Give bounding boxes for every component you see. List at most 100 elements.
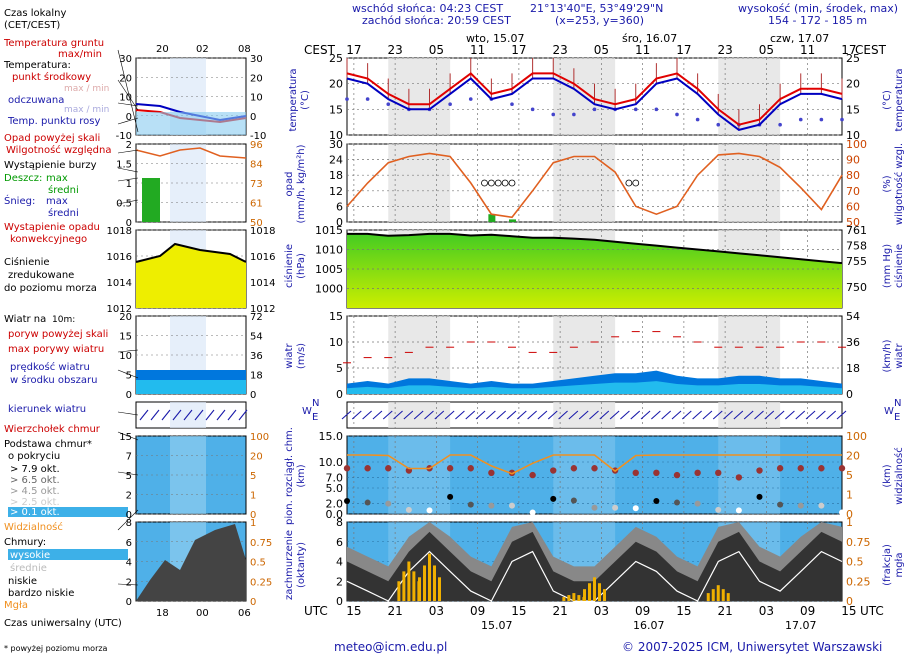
cloud-base-11 [570,497,577,504]
panel-4 [341,401,847,429]
ytick-right-0-10: 10 [846,129,860,142]
legend-punkt-rosy: Temp. punktu rosy [7,116,100,127]
wind-arrow-58.5 [743,410,754,420]
wind-arrow-36 [589,410,599,420]
cloud-top-5 [446,465,454,472]
cloud-base-9 [529,509,536,516]
legend-leader-7 [117,199,139,205]
mini-ytick-right-pressure-2: 1014 [250,278,275,289]
cloud-top-20 [756,467,763,474]
cloud-base-10 [550,495,557,502]
dewpoint-point-17 [695,117,700,122]
fog-bar-11-1 [567,595,571,601]
mini-ytick-right-temp-2: 10 [250,93,263,104]
pressure-axis-title-left: ciśnienie [283,244,295,288]
mini-ytick-left-pressure-3: 1012 [107,304,132,315]
ytick-right-3-36: 36 [846,336,860,349]
fog-bar-4-3 [433,565,436,601]
fog-bar-12-0 [583,589,586,601]
mini-ytick-right-precip-0: 96 [250,140,263,151]
wind-arrow-61.5 [764,410,775,420]
mini-wind-inner [136,380,246,394]
wind-arrow-64.5 [785,410,795,420]
dewpoint-point-15 [654,107,659,112]
utc-hour-11: 09 [800,604,815,618]
utc-hour-8: 15 [676,604,691,618]
legend-okt-25: > 2.5 okt. [10,497,60,508]
wind-arrow-6 [382,410,393,420]
wind-arrow-30 [547,410,558,420]
footer-email[interactable]: meteo@icm.edu.pl [334,640,447,654]
wind-arrow-28.5 [537,410,548,420]
legend-opad-konw-2: konwekcyjnego [10,234,87,245]
utc-hour-2: 03 [429,604,444,618]
legend-wierzcholek: Wierzchołek chmur [4,424,101,435]
pressure-axis-unit-left: (hPa) [296,253,307,279]
panel-5: 0.02.0 5.07.0 10.0 15.0 0 1 5 20 100 [319,430,868,521]
cloud-top-14 [632,469,639,477]
cest-hour-12: 17 [841,43,856,57]
legend-wysokie: wysokie [10,550,50,561]
wind-arrow-48 [671,410,682,420]
night-band-5-0 [388,436,451,514]
mini-ytick-right-wind-2: 36 [250,351,263,362]
dewpoint-point-14 [633,107,638,112]
fog-bar-4-2 [428,553,431,601]
wind-arrow-24 [506,410,517,420]
cloud-ytick-0: 0.0 [326,508,344,521]
fog-ytick-0.5: 0.5 [846,556,864,569]
mini-ytick-left-wind-4: 0 [126,390,132,401]
night-band-1-0 [388,144,451,222]
cover-ytick-4: 4 [336,556,343,569]
cloud-top-17 [694,469,701,477]
dewpoint-point-23 [819,117,824,122]
wind-arrow-12 [424,410,434,420]
ytick-left-0-25: 25 [329,52,343,65]
dewpoint-point-6 [468,97,473,101]
cest-label-right: CEST [855,43,887,57]
fog-bar-12-1 [588,583,591,601]
ytick-right-2-750: 750 [846,281,867,294]
wind-axis-unit-left: (m/s) [296,343,307,369]
precip-axis-title-left: opad [284,172,295,197]
mini-ytick-right-cover-2: 0.5 [250,558,266,569]
wind-arrow-60 [754,410,764,420]
panel-0: 10 15 20 25 10 15 20 25 [329,52,860,142]
ytick-left-1-18: 18 [329,169,343,182]
legend-bardzo-niskie: bardzo niskie [8,588,74,599]
legend-wilgotnosc: Wilgotność względna [6,144,111,156]
legend-cet-cest: (CET/CEST) [4,20,60,31]
utc-hour-6: 03 [594,604,609,618]
ytick-right-0-25: 25 [846,52,860,65]
thunder-storm-f [625,179,633,187]
mini-ytick-right-temp-3: 0 [250,112,256,123]
mini-ytick-left-cover-3: 2 [126,577,132,588]
day-label-top-3: czw, 17.07 [770,32,829,45]
fog-bar-3-0 [397,581,401,601]
wind-arrow-31.5 [558,410,568,420]
mini-wind-arrow-2 [161,409,171,421]
mini-ytick-right-clouds-2: 5 [250,471,256,482]
thunder-storm-a [481,179,488,187]
fog-ytick-0.75: 0.75 [846,536,871,549]
thunder-storm-c [494,179,502,187]
legend-opad-konw-1: Wystąpienie opadu [4,222,100,233]
pressure-area [347,233,842,308]
cest-hour-10: 05 [759,43,774,57]
fog-bar-12-3 [598,583,601,601]
cloud-top-0 [343,465,351,472]
day-label-top-2: śro, 16.07 [622,32,677,45]
legend-leader-1 [117,79,139,111]
legend-leader-8 [117,349,139,353]
ytick-right-2-755: 755 [846,255,867,268]
compass-w-left: W [302,406,312,417]
mini-ytick-left-wind-2: 10 [119,351,132,362]
wind-arrow-37.5 [599,410,610,420]
cest-hour-4: 17 [511,43,526,57]
mini-humidity-line [135,147,247,159]
mini-rain-bar [142,178,160,222]
cest-hour-6: 05 [594,43,609,57]
utc-hour-9: 21 [717,604,732,618]
humidity-line [346,152,843,219]
cloud-axis-unit-left: (km) [296,464,307,487]
